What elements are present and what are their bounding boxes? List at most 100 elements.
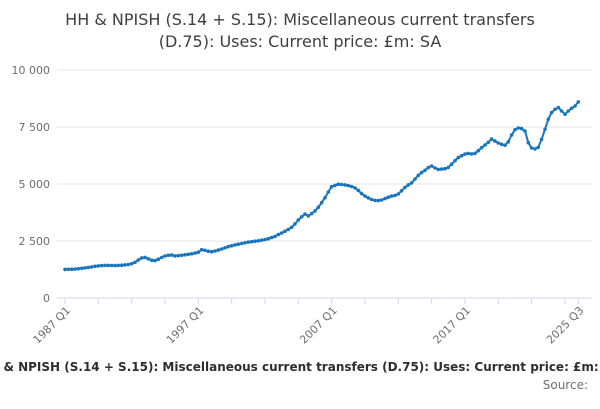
data-point (369, 197, 374, 202)
data-point (409, 181, 414, 185)
data-point (266, 236, 271, 241)
data-point (136, 258, 141, 262)
data-point (509, 133, 514, 137)
data-point (306, 214, 311, 218)
data-point (83, 266, 87, 270)
data-point (119, 263, 124, 267)
data-point (313, 209, 317, 213)
data-point (66, 267, 71, 272)
data-point (293, 222, 297, 226)
data-point (229, 244, 234, 248)
footer-caption-row: HH & NPISH (S.14 + S.15): Miscellaneous … (0, 360, 600, 374)
data-point (479, 145, 484, 150)
data-point (213, 249, 217, 253)
data-point (503, 143, 507, 147)
data-point (456, 155, 461, 160)
data-point (176, 253, 181, 258)
data-point (93, 264, 97, 269)
data-point (86, 265, 91, 270)
data-point (169, 253, 174, 257)
data-point (566, 109, 571, 113)
x-axis-ticks (64, 298, 579, 304)
data-point (286, 227, 291, 232)
data-point (496, 141, 501, 145)
data-point (573, 104, 577, 108)
data-point (133, 260, 137, 265)
data-point (146, 257, 151, 261)
data-point (113, 263, 117, 268)
data-point (403, 185, 407, 190)
footer-caption: HH & NPISH (S.14 + S.15): Miscellaneous … (0, 360, 600, 374)
data-point (166, 253, 171, 258)
data-point-markers (63, 100, 581, 272)
data-point (79, 266, 84, 271)
data-point (246, 240, 251, 244)
x-axis-tick-label: 2025 Q3 (544, 304, 587, 347)
data-point (233, 243, 237, 247)
data-point (346, 183, 351, 188)
data-point (443, 166, 447, 171)
y-axis-tick-label: 5 000 (19, 178, 51, 191)
data-point (269, 235, 274, 240)
y-axis-tick-label: 10 000 (12, 64, 51, 77)
data-point (76, 266, 81, 271)
data-point (199, 247, 204, 252)
data-point (463, 152, 467, 156)
data-point (129, 261, 134, 266)
data-point (476, 148, 481, 153)
data-point (279, 231, 284, 235)
data-point (103, 263, 107, 268)
data-point (109, 263, 114, 268)
data-point (239, 241, 244, 246)
data-point (436, 167, 441, 172)
data-point (526, 140, 531, 145)
y-axis-labels: 0 2 500 5 000 7 500 10 000 (12, 64, 51, 305)
data-point (323, 195, 327, 200)
data-point (506, 140, 511, 144)
data-point (536, 145, 541, 150)
data-point (419, 170, 424, 175)
data-point (173, 254, 177, 258)
data-point (339, 182, 344, 187)
x-axis-tick-label: 2017 Q1 (431, 304, 474, 347)
data-point (263, 237, 267, 242)
data-point (576, 100, 581, 104)
data-point (376, 198, 381, 203)
data-point (259, 238, 264, 242)
data-point (69, 267, 74, 271)
data-point (219, 247, 224, 251)
data-point (499, 142, 504, 147)
data-point (519, 126, 524, 131)
data-point (283, 229, 287, 233)
source-label: Source: (542, 378, 588, 392)
data-point (513, 127, 517, 132)
source-row: Source: (0, 378, 600, 392)
data-point (569, 106, 574, 111)
data-point (243, 241, 247, 245)
data-point (453, 158, 457, 163)
data-point (326, 190, 331, 194)
data-point (196, 250, 201, 254)
data-point (386, 195, 391, 199)
data-point (523, 129, 527, 133)
data-point (389, 194, 394, 198)
data-point (393, 193, 397, 198)
data-point (359, 191, 364, 196)
x-axis-labels: 1987 Q1 1997 Q1 2007 Q1 2017 Q1 2025 Q3 (31, 304, 587, 347)
data-point (449, 162, 454, 166)
data-point (183, 253, 187, 257)
data-point (553, 107, 557, 112)
data-point (206, 249, 211, 254)
data-point (473, 151, 477, 156)
data-point (126, 262, 131, 267)
timeseries-chart: 0 2 500 5 000 7 500 10 000 1987 Q1 1997 Q1 2007… (12, 64, 592, 347)
data-point (163, 254, 167, 258)
data-point (253, 239, 257, 243)
data-point (319, 200, 324, 205)
data-point (153, 258, 157, 263)
data-point (143, 255, 147, 260)
data-point (466, 151, 471, 156)
data-point (156, 257, 161, 261)
data-point (549, 110, 554, 115)
data-point (366, 196, 371, 200)
